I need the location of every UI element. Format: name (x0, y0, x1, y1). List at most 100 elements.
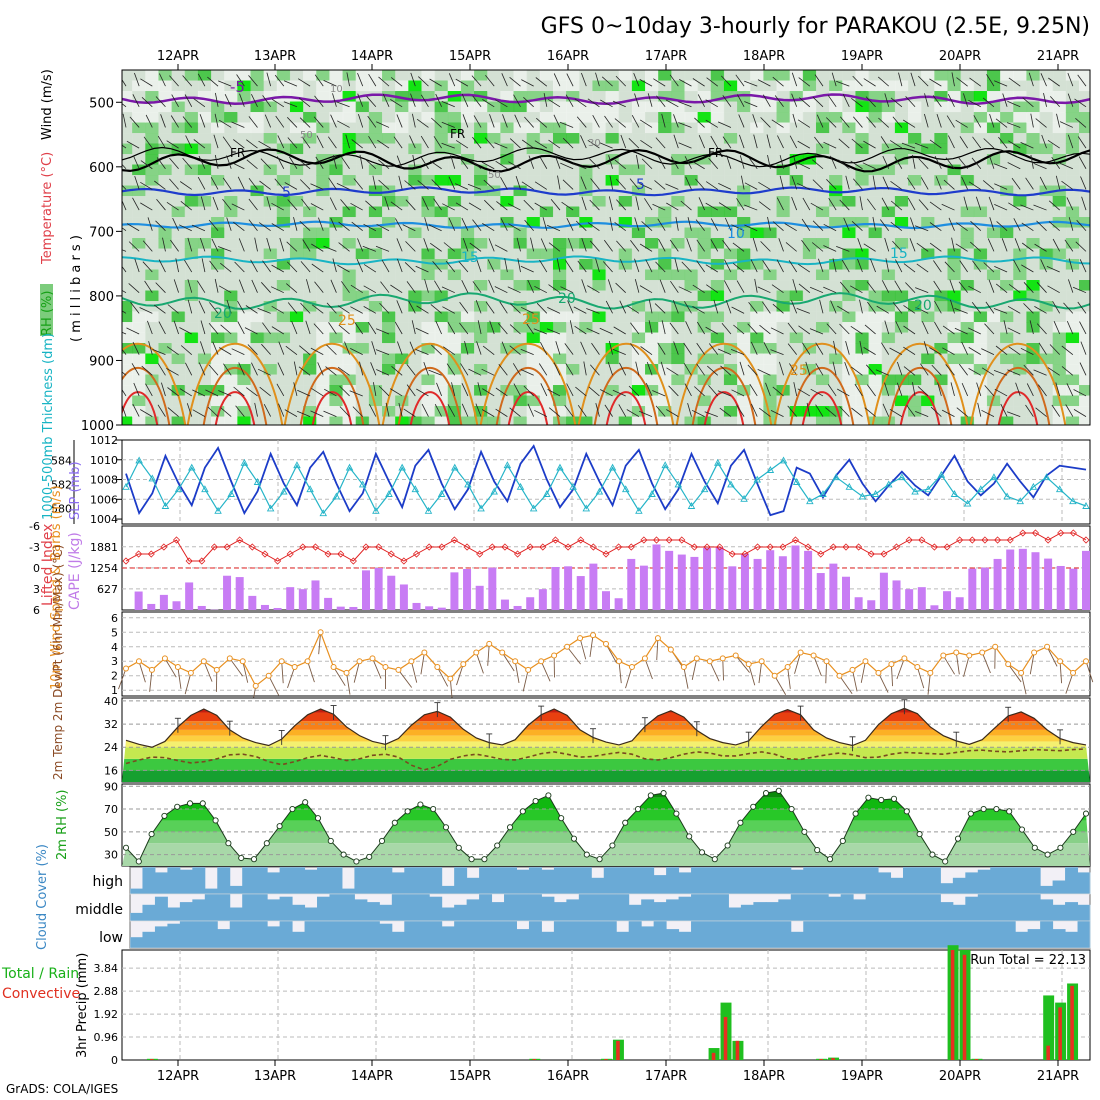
rh-cell (881, 364, 896, 375)
rh-cell (960, 91, 975, 102)
wind-barb (920, 177, 929, 190)
li-point (880, 550, 888, 558)
wind-barb (936, 113, 942, 128)
cape-bar (374, 568, 383, 610)
rh-cell (789, 217, 804, 228)
rh-cell (986, 101, 1001, 113)
rh-cell (145, 269, 160, 281)
rh-cell (276, 301, 291, 312)
wind-barb (684, 383, 692, 397)
wind-barb (881, 342, 890, 355)
wind-barb (754, 278, 758, 293)
wind-barb (122, 331, 127, 335)
rh-cell (868, 133, 883, 144)
wind-barb (441, 101, 455, 108)
rh-cell (474, 238, 489, 249)
wind-barb (872, 216, 876, 231)
rh-cell (434, 238, 449, 249)
wind-barb (772, 303, 784, 314)
wind-barb (810, 388, 824, 397)
wind-barb (527, 279, 535, 293)
contour-label: 15 (461, 250, 479, 266)
wind-barb (409, 341, 416, 355)
rh-cell (395, 353, 410, 365)
wind-barb (719, 407, 732, 417)
rh-cell (211, 406, 226, 417)
rh-cell (184, 206, 199, 218)
wind-speed-point (239, 658, 246, 665)
rh-cell (579, 143, 594, 155)
cloud-bar (790, 869, 804, 894)
rh-cell (342, 112, 357, 123)
rh-point (404, 808, 411, 815)
wind-barb (723, 280, 732, 293)
rh-cell (592, 154, 607, 165)
rh-cell (289, 353, 304, 365)
thickness-point (319, 509, 328, 517)
rh-cell (631, 122, 646, 134)
rh-cell (355, 175, 370, 186)
rh-cell (237, 343, 252, 354)
rh-cell (1065, 406, 1080, 417)
rh-axis-label: RH (%) (40, 291, 55, 336)
rh-cell (1052, 259, 1067, 270)
rh-cell (250, 374, 265, 386)
rh-cell (342, 280, 357, 291)
wind-barb (286, 241, 298, 252)
rh-cell (973, 238, 988, 249)
rh-cell (329, 280, 344, 291)
rh-cell (447, 332, 462, 344)
wind-barb (306, 279, 311, 293)
precip-panel: 00.961.922.883.84 Run Total = 22.13 3hr … (1, 945, 1091, 1067)
rh-cell (237, 91, 252, 102)
wind-barb (1008, 346, 1021, 355)
rh-cell (474, 343, 489, 354)
wind-barb (192, 389, 206, 397)
rh-cell (1013, 416, 1028, 425)
rh-cell (658, 238, 673, 249)
rh-cell (947, 406, 962, 417)
wind-barb (133, 382, 140, 397)
rh-cell (960, 290, 975, 302)
rh-cell (460, 259, 475, 270)
cloud-bar (990, 921, 1004, 948)
wind-barb (566, 646, 581, 665)
rh-cell (776, 322, 791, 333)
rh-cell (737, 70, 752, 81)
rh-cell (303, 406, 318, 417)
rh-cell (855, 70, 870, 81)
wind-barb (152, 349, 166, 356)
rh-cell (868, 269, 883, 281)
cloud-bar (541, 869, 555, 894)
rh-cell (552, 374, 567, 386)
rh-cell (829, 164, 844, 176)
wind-barb (1047, 285, 1060, 294)
thickness-point (148, 474, 157, 482)
cloud-bar (516, 869, 530, 894)
wind-barb (236, 74, 245, 87)
rh-cell (539, 133, 554, 144)
cloud-bar (254, 867, 268, 894)
rh-cell (645, 122, 660, 134)
isotherm-line (985, 367, 1051, 425)
wind-barb (476, 258, 482, 273)
wind-barb (346, 672, 351, 695)
wind-barb (213, 134, 219, 149)
rh-cell (802, 301, 817, 312)
wind-barb (233, 139, 245, 149)
wind-barb (945, 364, 955, 376)
rh-cell (815, 133, 830, 144)
wind-barb (520, 265, 534, 273)
rh-cell (434, 385, 449, 396)
rh-cell (1000, 269, 1015, 281)
rh-cell (579, 353, 594, 365)
rh-cell (158, 238, 173, 249)
cloud-bar (778, 867, 792, 894)
rh-cell (618, 332, 633, 344)
rh-cell (382, 311, 397, 323)
rh-cell (421, 259, 436, 270)
wind-barb (738, 114, 745, 128)
wind-barb (851, 97, 863, 108)
wind-barb (895, 321, 903, 335)
rh-cell (934, 259, 949, 270)
